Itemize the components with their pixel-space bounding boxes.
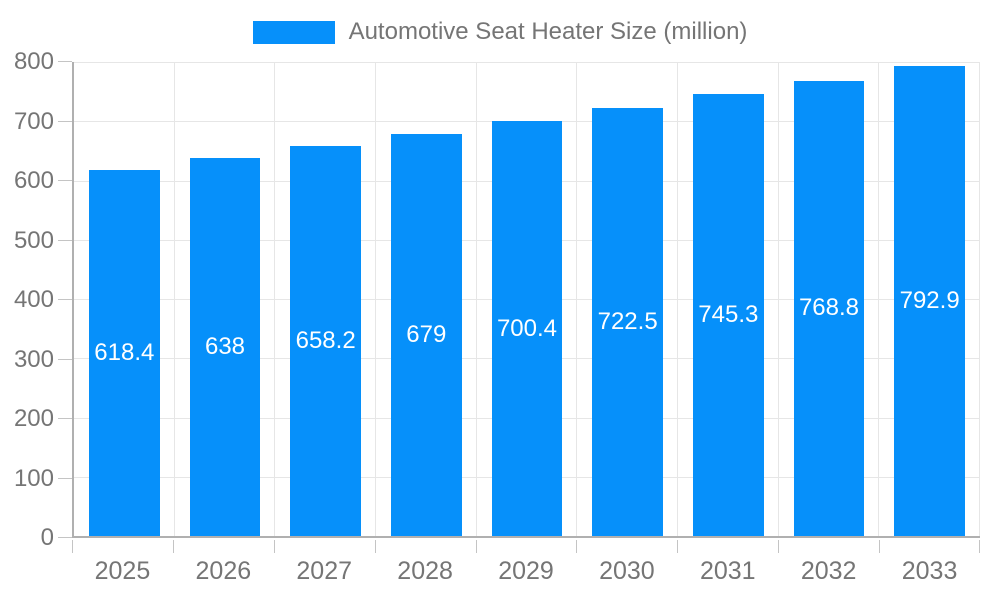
bar-2030: 722.5 [592, 107, 663, 536]
bar-value-label: 792.9 [899, 287, 960, 315]
legend-label: Automotive Seat Heater Size (million) [348, 18, 748, 45]
y-axis-tick [58, 61, 72, 62]
gridline-vertical [676, 62, 678, 536]
bar-2031: 745.3 [693, 94, 764, 536]
legend-item[interactable]: Automotive Seat Heater Size (million) [0, 18, 1000, 46]
x-axis-tick-label: 2032 [800, 557, 857, 585]
bar-value-label: 745.3 [698, 301, 759, 329]
y-axis-tick [58, 537, 72, 538]
bar-2033: 792.9 [894, 66, 965, 536]
y-axis-tick [58, 120, 72, 122]
bar-value-label: 768.8 [798, 294, 860, 322]
x-axis-tick-label: 2025 [94, 557, 151, 585]
x-axis-tick [576, 540, 578, 553]
x-axis-tick [172, 540, 174, 553]
bar-value-label: 679 [406, 320, 447, 348]
y-axis-tick [58, 299, 72, 300]
x-axis-tick [879, 540, 881, 553]
bar-2025: 618.4 [89, 169, 160, 536]
gridline-vertical [979, 62, 980, 536]
x-axis-tick-label: 2026 [195, 557, 252, 585]
gridline-vertical [274, 62, 276, 536]
bar-2027: 658.2 [290, 146, 361, 536]
gridline-vertical [878, 62, 880, 536]
x-axis-tick [475, 540, 477, 553]
x-axis-tick-label: 2027 [296, 557, 353, 585]
y-axis-labels: 0 100 200 300 400 500 600 700 800 [0, 48, 54, 551]
y-axis-tick-label: 400 [13, 286, 54, 313]
bar-value-label: 722.5 [597, 307, 658, 335]
bar-2032: 768.8 [793, 80, 865, 536]
y-axis-tick [58, 477, 72, 479]
gridline-vertical [777, 62, 779, 536]
gridline-horizontal [74, 62, 980, 63]
gridline-vertical [173, 62, 175, 536]
x-axis-tick-label: 2028 [397, 557, 453, 585]
y-axis-tick-label: 700 [13, 107, 54, 135]
y-axis-tick-label: 800 [13, 48, 54, 75]
gridline-vertical [374, 62, 376, 536]
y-axis-tick [58, 239, 72, 241]
bar-value-label: 638 [204, 333, 246, 360]
y-axis-tick-label: 100 [13, 464, 54, 492]
x-axis-labels: 2025 2026 2027 2028 2029 2030 2031 2032 2033 [72, 557, 980, 589]
gridline-vertical [576, 62, 578, 536]
y-axis-tick-label: 600 [13, 167, 54, 194]
x-axis-tick [273, 540, 275, 553]
gridline-vertical [475, 62, 477, 536]
bar-value-label: 700.4 [496, 314, 558, 342]
y-axis-ticks [58, 61, 72, 538]
bar-value-label: 658.2 [295, 327, 356, 355]
x-axis-tick-label: 2029 [498, 557, 554, 585]
y-axis-tick [58, 180, 72, 181]
y-axis-tick-label: 500 [13, 226, 54, 254]
y-axis-tick [58, 418, 72, 419]
x-axis-ticks [72, 540, 980, 553]
y-axis-tick-label: 0 [40, 524, 54, 551]
y-axis-tick-label: 300 [13, 345, 54, 373]
y-axis-tick-label: 200 [13, 405, 54, 432]
x-axis-tick-label: 2030 [599, 557, 655, 585]
x-axis-tick [677, 540, 679, 553]
bar-2029: 700.4 [491, 121, 563, 536]
x-axis-tick [374, 540, 376, 553]
x-axis-tick-label: 2033 [901, 557, 958, 585]
legend-swatch-icon [252, 20, 335, 44]
x-axis-tick [778, 540, 780, 553]
y-axis-tick [58, 358, 72, 360]
x-axis-tick-label: 2031 [699, 557, 756, 585]
x-axis-tick [72, 540, 73, 553]
x-axis-tick [979, 540, 980, 553]
plot-area: 618.4 638 658.2 679 700.4 722.5 745.3 768.8 792.… [72, 62, 980, 538]
bar-2028: 679 [391, 133, 462, 536]
bar-2026: 638 [189, 158, 261, 536]
bar-value-label: 618.4 [94, 338, 155, 366]
